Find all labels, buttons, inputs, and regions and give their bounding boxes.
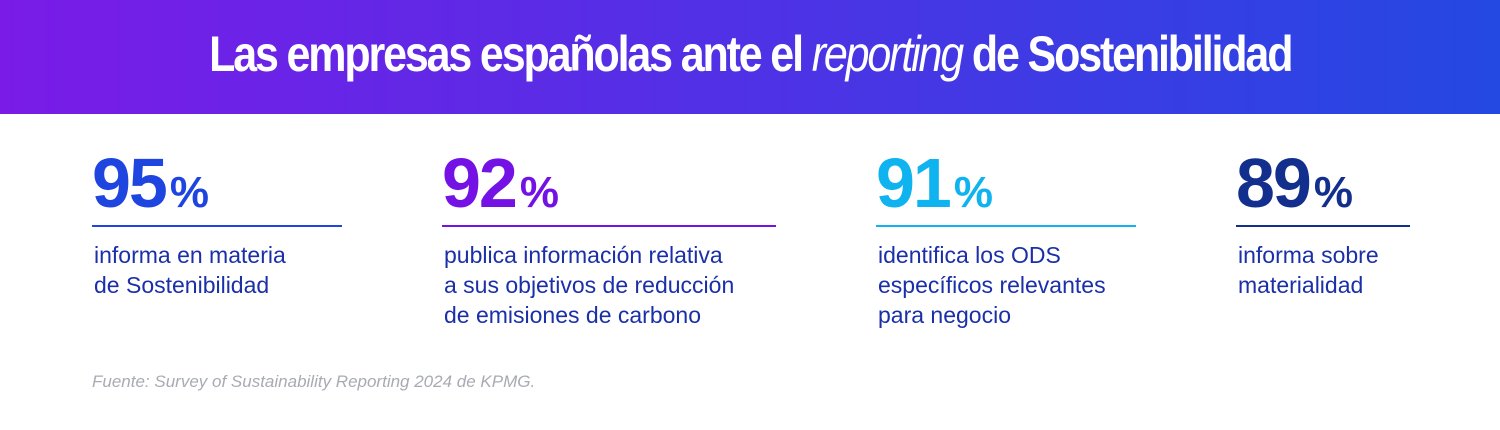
stat-description-line: de Sostenibilidad <box>94 272 270 298</box>
stat-number: 91 <box>876 144 952 222</box>
page-title: Las empresas españolas ante el reporting… <box>208 26 1294 85</box>
stat-95: 95 % informa en materia de Sostenibilidad <box>92 148 342 298</box>
stat-number: 89 <box>1236 144 1312 222</box>
stat-92: 92 % publica información relativa a sus o… <box>442 148 776 328</box>
stat-89: 89 % informa sobre materialidad <box>1236 148 1410 298</box>
stat-value: 95 % <box>92 148 209 222</box>
stat-description: informa sobre materialidad <box>1238 240 1500 300</box>
stat-number: 95 <box>92 144 168 222</box>
stat-value: 92 % <box>442 148 559 222</box>
stat-description-line: de emisiones de carbono <box>444 302 701 328</box>
stat-value: 91 % <box>876 148 993 222</box>
source-note: Fuente: Survey of Sustainability Reporti… <box>92 372 536 391</box>
header-banner: Las empresas españolas ante el reporting… <box>0 0 1500 114</box>
stat-percent-sign: % <box>1313 168 1353 217</box>
stat-description: identifica los ODS específicos relevantes… <box>878 240 1238 330</box>
stat-divider <box>876 225 1136 227</box>
stat-description-line: a sus objetivos de reducción <box>444 272 735 298</box>
stat-percent-sign: % <box>519 168 559 217</box>
stat-description-line: publica información relativa <box>444 242 723 268</box>
stat-divider <box>1236 225 1410 227</box>
stat-description-line: informa en materia <box>94 242 286 268</box>
title-part-2: de Sostenibilidad <box>971 26 1294 82</box>
stat-divider <box>92 225 342 227</box>
title-part-1: Las empresas españolas ante el <box>208 26 804 82</box>
stat-description-line: específicos relevantes <box>878 272 1106 298</box>
stat-description: informa en materia de Sostenibilidad <box>94 240 454 300</box>
stat-value: 89 % <box>1236 148 1353 222</box>
stat-divider <box>442 225 776 227</box>
stat-description-line: informa sobre <box>1238 242 1379 268</box>
stat-percent-sign: % <box>169 168 209 217</box>
stat-91: 91 % identifica los ODS específicos relev… <box>876 148 1136 328</box>
stat-description: publica información relativa a sus objeti… <box>444 240 804 330</box>
stat-number: 92 <box>442 144 518 222</box>
stat-description-line: identifica los ODS <box>878 242 1061 268</box>
stat-percent-sign: % <box>953 168 993 217</box>
title-italic-word: reporting <box>811 26 964 82</box>
stat-description-line: materialidad <box>1238 272 1364 298</box>
stat-description-line: para negocio <box>878 302 1011 328</box>
